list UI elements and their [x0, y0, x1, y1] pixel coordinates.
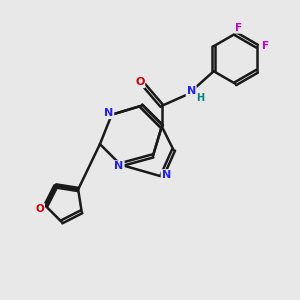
Text: N: N [162, 170, 171, 180]
Text: F: F [235, 23, 242, 33]
Text: H: H [196, 93, 205, 103]
Text: N: N [104, 108, 113, 118]
Text: F: F [262, 41, 269, 51]
Text: N: N [187, 86, 196, 96]
Text: O: O [135, 77, 144, 87]
Text: N: N [115, 161, 124, 171]
Text: O: O [35, 204, 44, 214]
